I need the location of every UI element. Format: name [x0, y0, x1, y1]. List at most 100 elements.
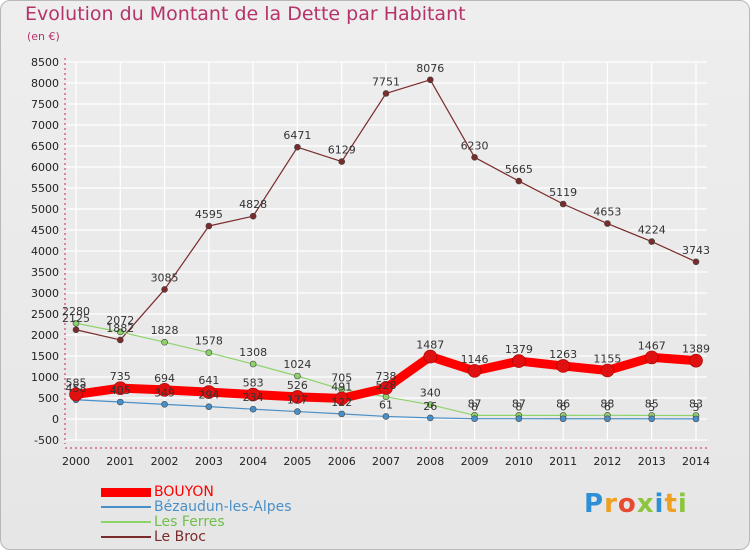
data-label-le_broc: 7751	[372, 75, 400, 88]
legend-swatch-bouyon	[101, 488, 151, 497]
y-tick-label: 3500	[31, 266, 59, 279]
data-label-bouyon: 1389	[682, 343, 710, 356]
y-tick-label: 4500	[31, 224, 59, 237]
y-tick-label: 8500	[31, 56, 59, 69]
y-tick-label: 7000	[31, 119, 59, 132]
data-point-le_broc	[382, 90, 390, 97]
x-tick-label: 2003	[195, 455, 223, 468]
data-point-les_ferres	[205, 349, 213, 357]
data-point-bouyon	[423, 349, 438, 364]
data-label-les_ferres: 1578	[195, 335, 223, 348]
data-point-bouyon	[512, 354, 526, 368]
data-point-le_broc	[116, 336, 124, 344]
chart-subtitle: (en €)	[27, 30, 60, 43]
data-point-bouyon	[689, 353, 703, 368]
data-label-bouyon: 1263	[549, 348, 577, 361]
y-tick-label: 2500	[31, 308, 59, 321]
proxiti-logo: Proxiti	[584, 489, 688, 519]
data-label-bouyon: 1146	[461, 353, 489, 366]
data-label-bezaudun: 122	[331, 396, 352, 409]
x-tick-label: 2012	[593, 455, 621, 468]
x-tick-label: 2010	[505, 455, 533, 468]
logo-letter: P	[584, 489, 605, 519]
data-point-le_broc	[338, 158, 346, 165]
x-tick-label: 2009	[461, 455, 489, 468]
data-point-bouyon	[69, 387, 83, 402]
data-label-bezaudun: 458	[66, 382, 87, 395]
logo-letter: o	[617, 489, 637, 519]
data-label-le_broc: 4224	[638, 224, 666, 237]
x-tick-label: 2014	[682, 455, 710, 468]
data-label-le_broc: 2125	[62, 312, 90, 325]
data-label-bouyon: 585	[66, 376, 87, 389]
legend-label-le-broc: Le Broc	[154, 529, 206, 545]
y-tick-label: 0	[52, 413, 59, 426]
data-point-le_broc	[559, 200, 567, 208]
y-tick-label: 4000	[31, 245, 59, 258]
x-tick-label: 2004	[239, 455, 267, 468]
data-point-le_broc	[249, 212, 257, 220]
data-point-bezaudun	[426, 414, 434, 422]
legend-label-bouyon: BOUYON	[154, 484, 214, 500]
x-tick-label: 2005	[283, 455, 311, 468]
data-label-le_broc: 4595	[195, 208, 223, 221]
x-tick-label: 2006	[328, 455, 356, 468]
data-label-bouyon: 735	[110, 370, 131, 383]
y-tick-label: 6000	[31, 161, 59, 174]
data-point-le_broc	[692, 258, 700, 266]
data-point-les_ferres	[116, 328, 124, 336]
legend-swatch-bezaudun	[101, 506, 151, 508]
data-label-les_ferres: 1308	[239, 346, 267, 359]
x-tick-label: 2001	[106, 455, 134, 468]
data-point-bouyon	[202, 385, 216, 399]
y-tick-label: 3000	[31, 287, 59, 300]
logo-letter: i	[654, 489, 665, 519]
data-label-le_broc: 4653	[593, 206, 621, 219]
data-label-bezaudun: 8	[471, 401, 478, 414]
data-label-les_ferres: 85	[645, 397, 659, 410]
data-label-les_ferres: 340	[420, 387, 441, 400]
data-label-bezaudun: 61	[379, 398, 393, 411]
x-tick-label: 2002	[151, 455, 179, 468]
data-label-bezaudun: 8	[515, 401, 522, 414]
y-tick-label: 1000	[31, 371, 59, 384]
x-tick-label: 2007	[372, 455, 400, 468]
data-label-bouyon: 1467	[638, 339, 666, 352]
data-point-bezaudun	[471, 415, 478, 422]
data-label-bouyon: 694	[154, 372, 175, 385]
data-label-bezaudun: 405	[110, 384, 131, 397]
data-point-bezaudun	[161, 401, 168, 408]
data-label-les_ferres: 2072	[106, 314, 134, 327]
data-label-le_broc: 3743	[682, 244, 710, 257]
data-point-bouyon	[157, 383, 172, 397]
data-point-bezaudun	[382, 413, 390, 420]
x-tick-label: 2013	[638, 455, 666, 468]
data-label-les_ferres: 87	[468, 397, 482, 410]
data-label-le_broc: 3085	[151, 271, 179, 284]
data-label-bezaudun: 3	[693, 401, 700, 414]
data-label-bouyon: 526	[287, 379, 308, 392]
data-point-bezaudun	[559, 415, 567, 423]
data-point-bezaudun	[338, 410, 346, 418]
data-label-le_broc: 1882	[106, 322, 134, 335]
data-label-bouyon: 1379	[505, 343, 533, 356]
y-tick-label: 2000	[31, 329, 59, 342]
data-point-bezaudun	[294, 408, 301, 415]
data-point-bezaudun	[604, 415, 611, 423]
data-point-les_ferres	[249, 360, 257, 368]
data-point-bouyon	[556, 359, 570, 373]
data-point-bezaudun	[692, 415, 700, 423]
x-tick-label: 2008	[416, 455, 444, 468]
data-point-le_broc	[604, 220, 611, 227]
legend-swatch-les-ferres	[101, 521, 151, 523]
data-label-bouyon: 738	[376, 370, 397, 383]
data-label-bouyon: 641	[198, 374, 219, 387]
data-point-bezaudun	[515, 415, 523, 422]
data-label-le_broc: 5119	[549, 186, 577, 199]
data-point-le_broc	[205, 222, 213, 230]
data-label-le_broc: 5665	[505, 163, 533, 176]
y-tick-label: 8000	[31, 77, 59, 90]
data-point-bouyon	[113, 381, 128, 395]
data-label-les_ferres: 83	[689, 398, 703, 411]
